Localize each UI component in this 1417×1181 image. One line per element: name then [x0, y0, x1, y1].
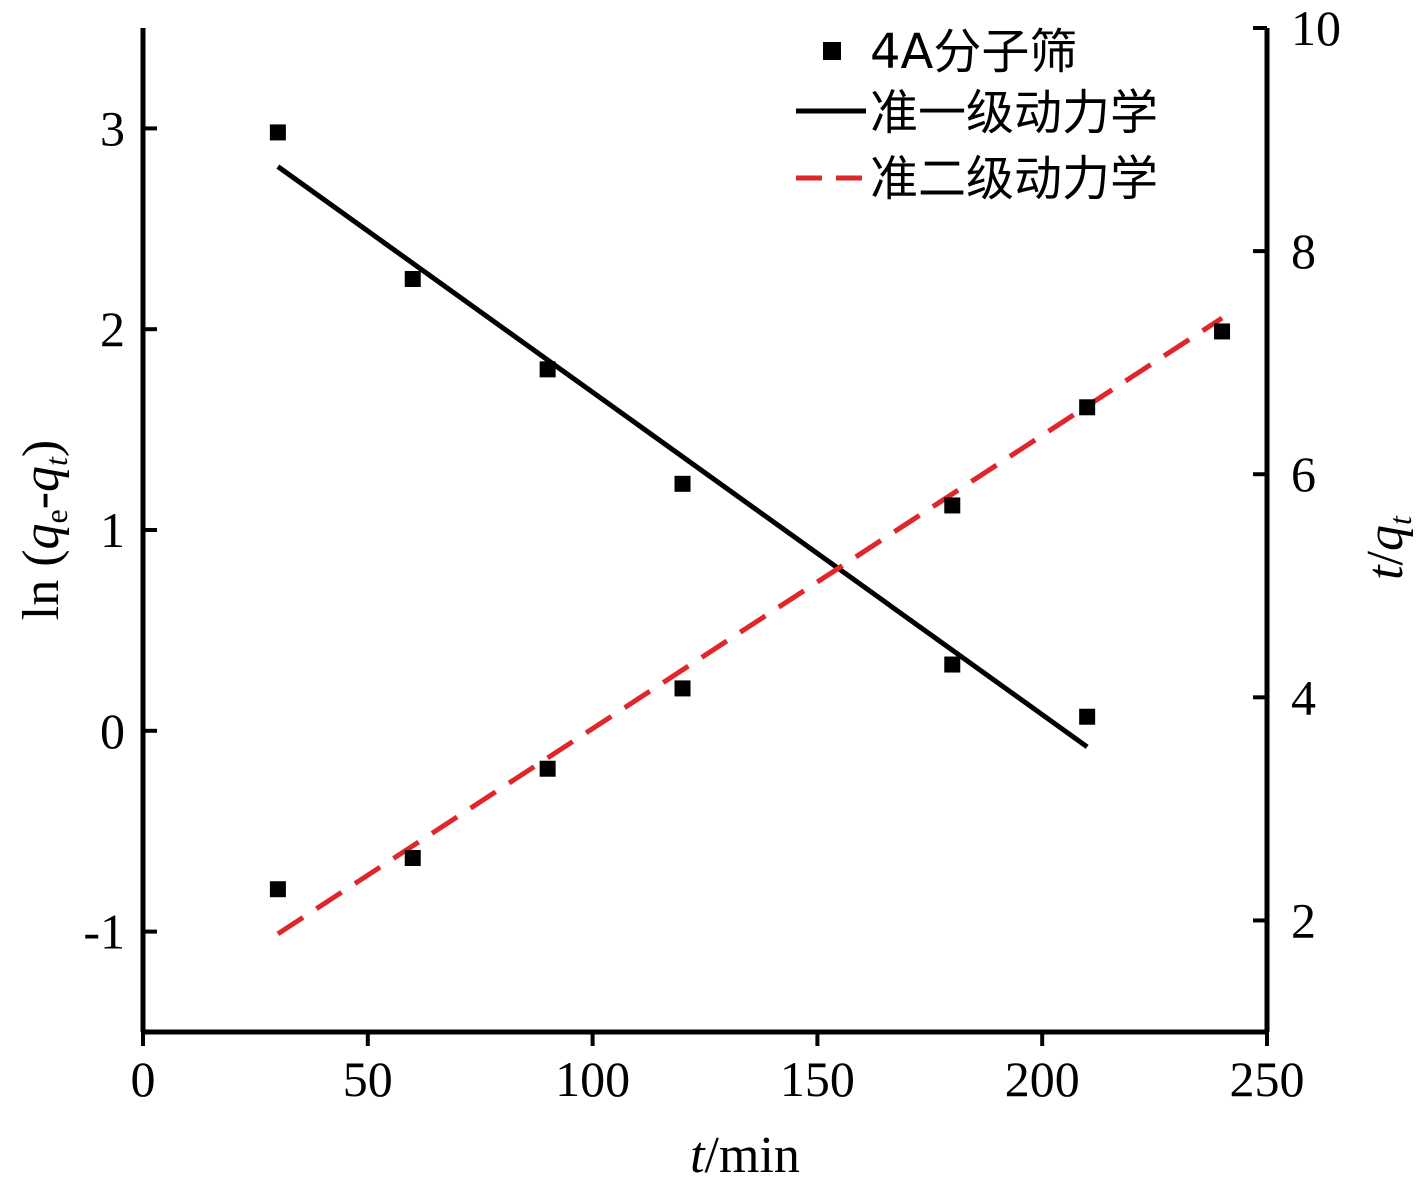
left-y-axis-ticks: -1 0 1 2 3	[83, 100, 157, 960]
x-tick-label: 50	[343, 1051, 393, 1107]
right-y-tick-label: 8	[1291, 223, 1316, 279]
left-y-tick-label: 2	[100, 301, 125, 357]
x-tick-label: 100	[555, 1051, 630, 1107]
data-point-right	[944, 497, 961, 514]
x-axis-title: t/min	[690, 1127, 800, 1181]
data-point-right	[269, 881, 286, 898]
left-y-tick-label: -1	[83, 904, 125, 960]
data-point-right	[1214, 323, 1231, 340]
left-y-tick-label: 3	[100, 100, 125, 156]
legend-marker-square	[823, 42, 841, 60]
first-order-fit-line	[276, 164, 1089, 749]
right-y-tick-label: 10	[1291, 0, 1341, 56]
x-tick-label: 250	[1230, 1051, 1305, 1107]
x-tick-label: 200	[1005, 1051, 1080, 1107]
x-tick-label: 150	[780, 1051, 855, 1107]
x-axis-ticks: 0 50 100 150 200 250	[131, 1032, 1305, 1107]
left-y-axis-title: ln (qe-qt)	[13, 440, 74, 621]
right-y-tick-label: 6	[1291, 446, 1316, 502]
right-y-axis-ticks: 2 4 6 8 10	[1253, 0, 1341, 948]
data-point-right	[539, 760, 556, 777]
data-point-right	[674, 680, 691, 697]
left-y-tick-label: 0	[100, 703, 125, 759]
data-point-left	[944, 656, 961, 673]
legend-label-4a: 4A分子筛	[870, 24, 1077, 80]
data-point-left	[539, 361, 556, 378]
data-point-left	[404, 271, 421, 287]
left-y-tick-label: 1	[100, 502, 125, 558]
x-tick-label: 0	[131, 1051, 156, 1107]
second-order-fit-line	[276, 315, 1224, 936]
data-points	[269, 124, 1231, 898]
legend: 4A分子筛 准一级动力学 准二级动力学	[796, 24, 1158, 207]
data-point-right	[404, 849, 421, 866]
data-point-right	[1079, 399, 1096, 416]
legend-label-first-order: 准一级动力学	[870, 85, 1158, 141]
data-point-left	[1079, 708, 1096, 725]
right-y-tick-label: 4	[1291, 669, 1316, 725]
right-y-axis-title: t/qt	[1357, 515, 1417, 580]
legend-label-second-order: 准二级动力学	[870, 151, 1158, 207]
data-point-left	[269, 124, 286, 141]
right-y-tick-label: 2	[1291, 892, 1316, 948]
data-point-left	[674, 475, 691, 492]
fit-lines	[276, 164, 1224, 936]
